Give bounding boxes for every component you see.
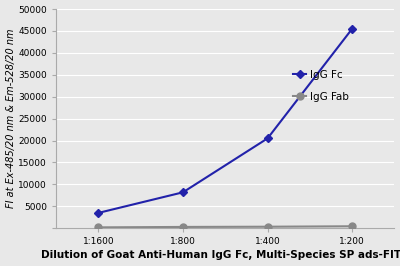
X-axis label: Dilution of Goat Anti-Human IgG Fc, Multi-Species SP ads-FITC: Dilution of Goat Anti-Human IgG Fc, Mult…	[42, 251, 400, 260]
Legend: IgG Fc, IgG Fab: IgG Fc, IgG Fab	[291, 68, 351, 104]
IgG Fab	[180, 225, 185, 228]
IgG Fab	[96, 226, 101, 229]
Y-axis label: FI at Ex-485/20 nm & Em-528/20 nm: FI at Ex-485/20 nm & Em-528/20 nm	[6, 29, 16, 208]
Line: IgG Fc: IgG Fc	[95, 26, 355, 216]
IgG Fab	[265, 225, 270, 228]
IgG Fc	[265, 137, 270, 140]
IgG Fc	[180, 191, 185, 194]
IgG Fc	[350, 27, 354, 30]
Line: IgG Fab: IgG Fab	[95, 223, 356, 231]
IgG Fab	[350, 225, 354, 228]
IgG Fc	[96, 211, 101, 214]
